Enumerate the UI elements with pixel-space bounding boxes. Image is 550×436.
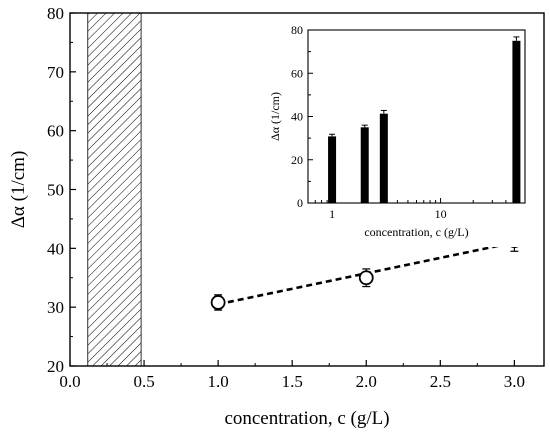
inset-x-tick-label: 1 <box>329 207 335 221</box>
inset-background <box>256 24 529 247</box>
data-point <box>210 295 226 310</box>
y-tick-label: 80 <box>47 4 64 23</box>
inset-bar <box>512 40 521 203</box>
x-tick-label: 0.0 <box>59 372 80 391</box>
inset-y-tick-label: 80 <box>291 23 303 37</box>
x-tick-label: 2.5 <box>430 372 451 391</box>
inset-chart: 0 20 40 60 80 1 10 concentration, c (g/L) Δα (1/… <box>256 23 529 247</box>
inset-y-axis-label: Δα (1/cm) <box>268 92 282 141</box>
y-tick-label: 70 <box>47 63 64 82</box>
inset-x-axis-label: concentration, c (g/L) <box>364 225 468 239</box>
y-tick-label: 30 <box>47 298 64 317</box>
x-axis-label: concentration, c (g/L) <box>224 408 389 429</box>
inset-bar <box>379 113 388 203</box>
inset-y-tick-label: 60 <box>291 66 303 80</box>
inset-y-tick-label: 20 <box>291 153 303 167</box>
inset-y-tick-label: 40 <box>291 110 303 124</box>
inset-bar <box>328 136 337 203</box>
y-tick-label: 50 <box>47 181 64 200</box>
x-tick-label: 1.5 <box>282 372 303 391</box>
y-tick-label: 40 <box>47 239 64 258</box>
x-tick-label: 2.0 <box>356 372 377 391</box>
data-point <box>358 270 374 286</box>
x-tick-label: 3.0 <box>504 372 525 391</box>
inset-y-tick-label: 0 <box>297 196 303 210</box>
inset-x-tick-label: 10 <box>435 207 447 221</box>
hatched-region <box>87 12 142 367</box>
y-tick-label: 20 <box>47 357 64 376</box>
x-tick-label: 1.0 <box>208 372 229 391</box>
y-tick-label: 60 <box>47 122 64 141</box>
x-tick-label: 0.5 <box>133 372 154 391</box>
y-axis-label: Δα (1/cm) <box>8 151 29 229</box>
inset-bar <box>360 127 369 203</box>
